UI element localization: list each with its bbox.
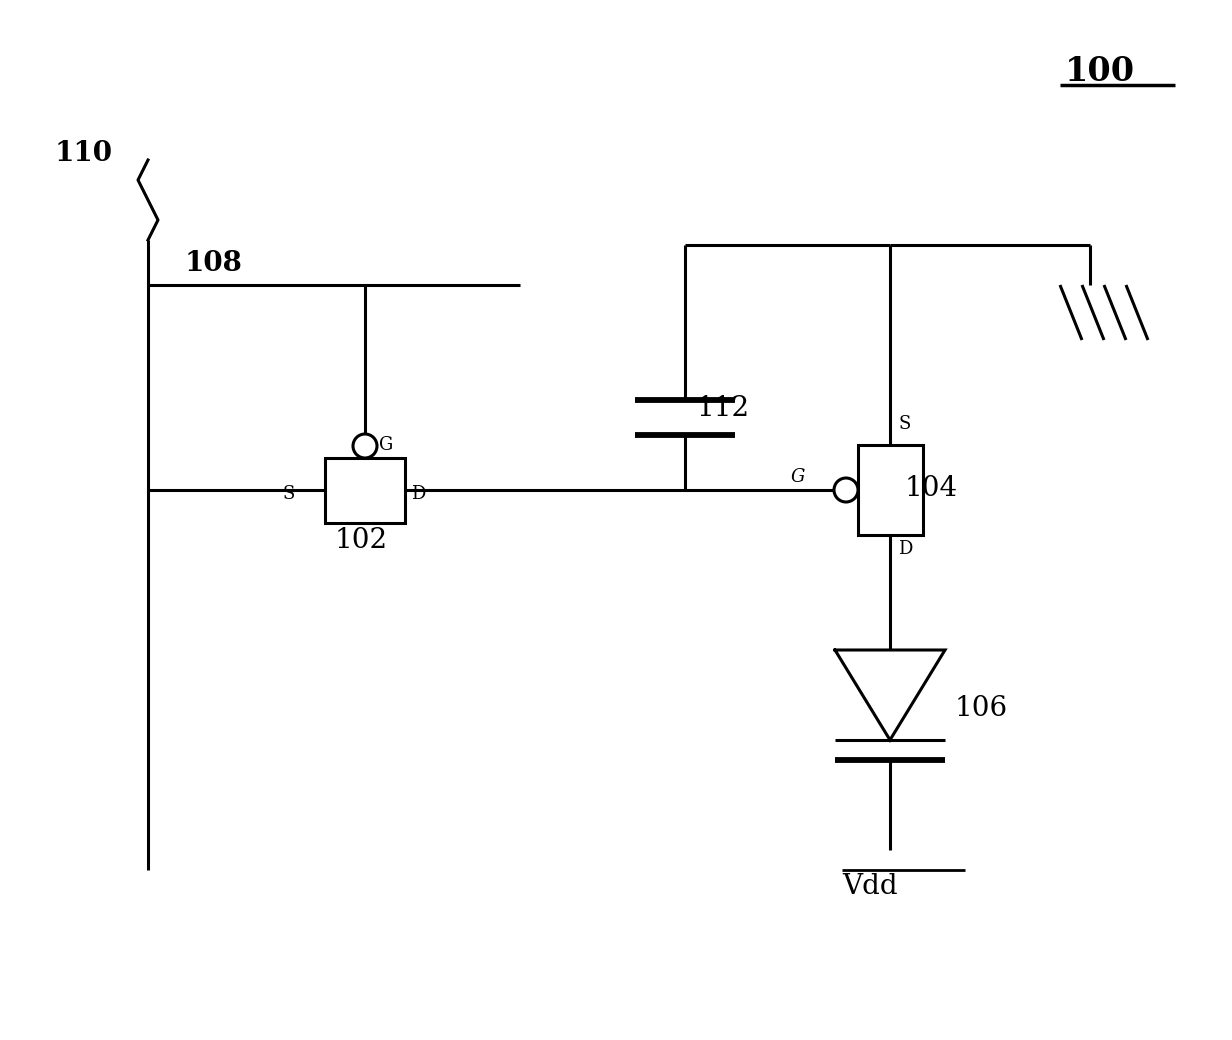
Bar	[325, 458, 405, 523]
Text: G: G	[379, 436, 393, 454]
Bar	[857, 445, 923, 535]
Circle shape	[354, 434, 377, 458]
Circle shape	[834, 478, 857, 502]
Text: 106: 106	[955, 695, 1008, 722]
Text: G: G	[791, 468, 806, 486]
Text: D: D	[898, 540, 913, 558]
Text: 110: 110	[55, 140, 113, 167]
Text: S: S	[898, 415, 910, 433]
Text: 112: 112	[697, 395, 750, 422]
Text: 104: 104	[906, 475, 958, 502]
Text: 100: 100	[1064, 55, 1135, 88]
Text: D: D	[411, 485, 425, 503]
Text: 102: 102	[335, 527, 388, 554]
Text: Vdd: Vdd	[841, 873, 898, 900]
Text: S: S	[283, 485, 296, 503]
Text: 108: 108	[185, 250, 243, 277]
